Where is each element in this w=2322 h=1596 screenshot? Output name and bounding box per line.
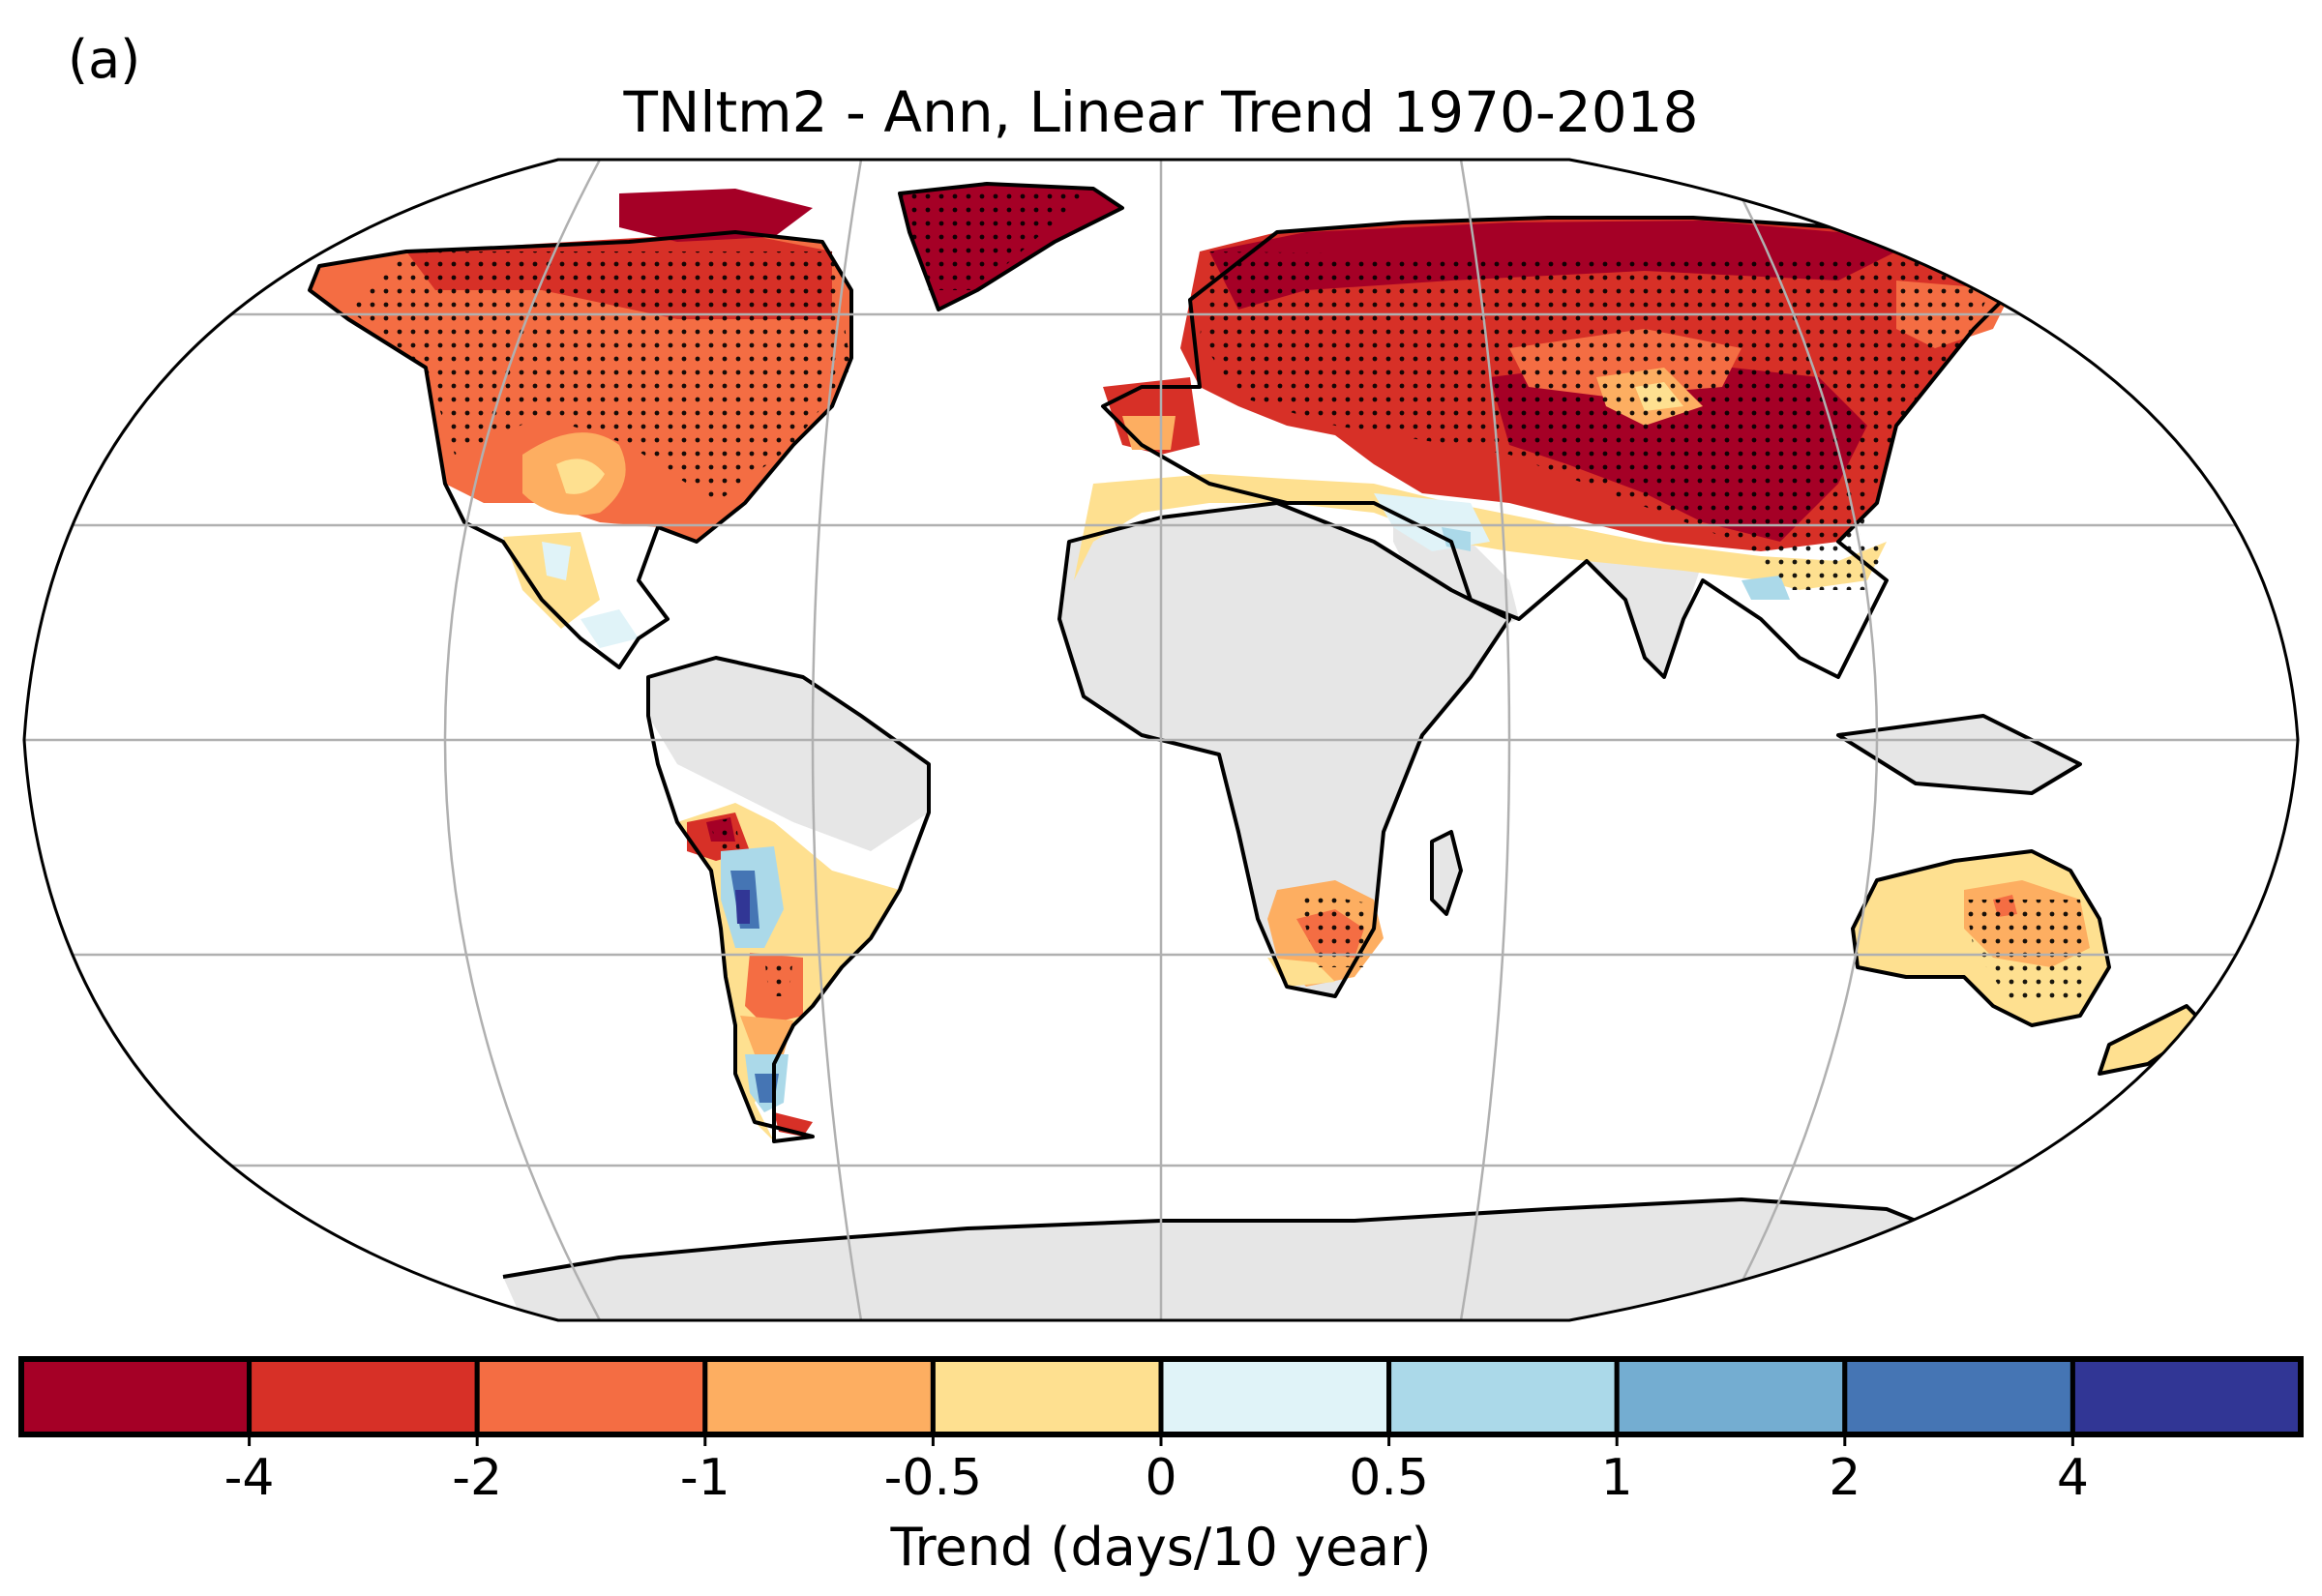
colorbar-swatch: [1158, 1356, 1392, 1437]
colorbar-swatch: [18, 1356, 253, 1437]
colorbar-swatch: [702, 1356, 936, 1437]
map-title: TNltm2 - Ann, Linear Trend 1970-2018: [623, 79, 1699, 145]
map-boundary: [22, 158, 2300, 1322]
gridlines: [24, 160, 2298, 1320]
colorbar-swatch: [1386, 1356, 1620, 1437]
colorbar-swatch: [930, 1356, 1164, 1437]
colorbar-swatch: [1614, 1356, 1848, 1437]
colorbar-label: Trend (days/10 year): [890, 1517, 1432, 1578]
colorbar-swatch: [2069, 1356, 2304, 1437]
panel-label: (a): [68, 29, 141, 90]
colorbar-swatch: [474, 1356, 708, 1437]
colorbar-swatch: [247, 1356, 480, 1437]
colorbar-swatch: [1842, 1356, 2075, 1437]
colorbar: [18, 1356, 2304, 1446]
